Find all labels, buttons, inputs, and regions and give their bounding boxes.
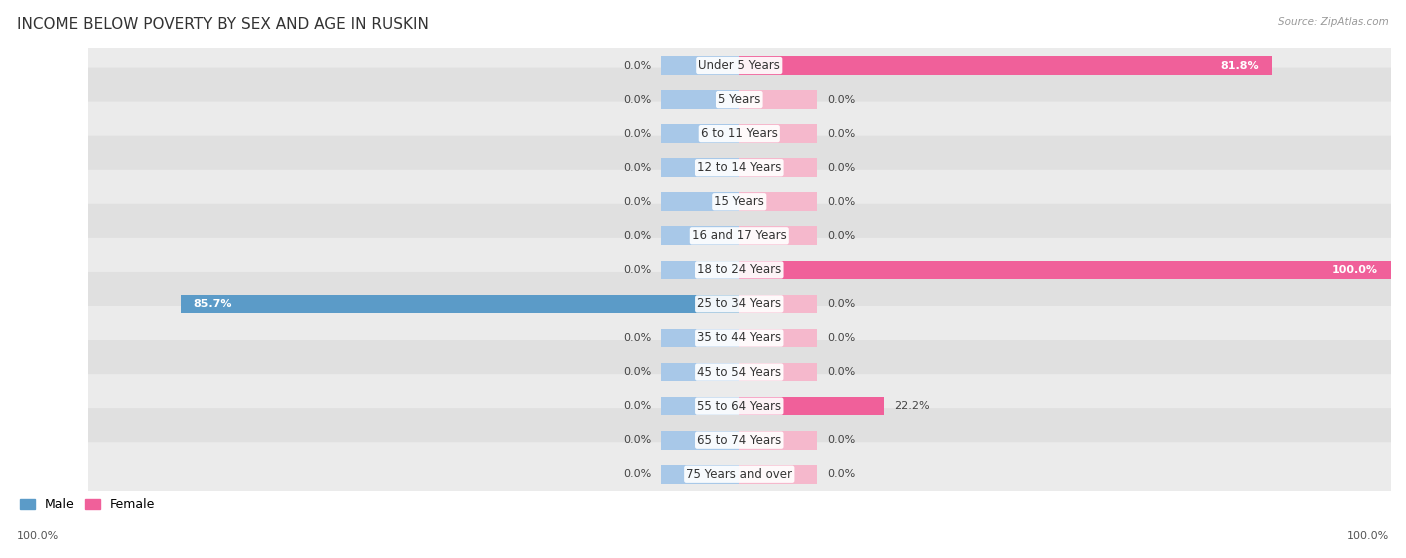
- FancyBboxPatch shape: [84, 204, 1395, 268]
- Bar: [740, 56, 1272, 75]
- FancyBboxPatch shape: [84, 442, 1395, 506]
- FancyBboxPatch shape: [84, 306, 1395, 370]
- Text: 15 Years: 15 Years: [714, 195, 765, 208]
- Bar: [661, 158, 740, 177]
- FancyBboxPatch shape: [84, 340, 1395, 404]
- Text: 100.0%: 100.0%: [17, 531, 59, 541]
- Text: 55 to 64 Years: 55 to 64 Years: [697, 400, 782, 412]
- Bar: [661, 56, 740, 75]
- Text: 0.0%: 0.0%: [827, 469, 855, 479]
- Text: 0.0%: 0.0%: [623, 265, 651, 275]
- Bar: [740, 295, 817, 313]
- Bar: [661, 227, 740, 245]
- Bar: [661, 90, 740, 109]
- Bar: [661, 193, 740, 211]
- FancyBboxPatch shape: [84, 374, 1395, 438]
- Bar: [740, 261, 1391, 279]
- Text: 0.0%: 0.0%: [623, 129, 651, 138]
- Bar: [661, 465, 740, 484]
- Bar: [740, 227, 817, 245]
- Text: 16 and 17 Years: 16 and 17 Years: [692, 229, 786, 242]
- Text: 25 to 34 Years: 25 to 34 Years: [697, 297, 782, 310]
- Bar: [181, 295, 740, 313]
- Bar: [661, 431, 740, 450]
- Text: 0.0%: 0.0%: [623, 469, 651, 479]
- Text: 0.0%: 0.0%: [623, 333, 651, 343]
- Bar: [181, 295, 740, 313]
- Text: 0.0%: 0.0%: [623, 367, 651, 377]
- Text: 6 to 11 Years: 6 to 11 Years: [700, 127, 778, 140]
- Bar: [661, 124, 740, 143]
- Text: 0.0%: 0.0%: [827, 163, 855, 172]
- Text: 0.0%: 0.0%: [623, 197, 651, 207]
- Bar: [661, 397, 740, 416]
- Text: 65 to 74 Years: 65 to 74 Years: [697, 434, 782, 447]
- Text: 5 Years: 5 Years: [718, 93, 761, 106]
- Bar: [740, 363, 817, 382]
- Text: INCOME BELOW POVERTY BY SEX AND AGE IN RUSKIN: INCOME BELOW POVERTY BY SEX AND AGE IN R…: [17, 17, 429, 32]
- Legend: Male, Female: Male, Female: [15, 493, 160, 516]
- Text: 0.0%: 0.0%: [623, 401, 651, 411]
- Text: 100.0%: 100.0%: [1347, 531, 1389, 541]
- FancyBboxPatch shape: [84, 68, 1395, 132]
- Text: 81.8%: 81.8%: [1220, 60, 1260, 70]
- Text: 0.0%: 0.0%: [623, 163, 651, 172]
- Bar: [740, 158, 817, 177]
- Text: 0.0%: 0.0%: [827, 197, 855, 207]
- Text: 35 to 44 Years: 35 to 44 Years: [697, 331, 782, 344]
- Text: 0.0%: 0.0%: [827, 435, 855, 445]
- FancyBboxPatch shape: [84, 408, 1395, 472]
- FancyBboxPatch shape: [84, 238, 1395, 302]
- FancyBboxPatch shape: [84, 102, 1395, 166]
- FancyBboxPatch shape: [84, 136, 1395, 200]
- Bar: [740, 431, 817, 450]
- Text: 0.0%: 0.0%: [623, 231, 651, 241]
- FancyBboxPatch shape: [84, 33, 1395, 98]
- Bar: [740, 124, 817, 143]
- Text: Source: ZipAtlas.com: Source: ZipAtlas.com: [1278, 17, 1389, 27]
- Bar: [661, 261, 740, 279]
- Text: 0.0%: 0.0%: [623, 60, 651, 70]
- Text: 85.7%: 85.7%: [194, 299, 232, 309]
- Text: 0.0%: 0.0%: [827, 129, 855, 138]
- Bar: [740, 56, 1272, 75]
- Text: 0.0%: 0.0%: [827, 299, 855, 309]
- Bar: [740, 90, 817, 109]
- FancyBboxPatch shape: [84, 170, 1395, 234]
- Bar: [740, 397, 884, 416]
- Bar: [740, 261, 1391, 279]
- FancyBboxPatch shape: [84, 272, 1395, 336]
- Text: 0.0%: 0.0%: [827, 231, 855, 241]
- Text: 12 to 14 Years: 12 to 14 Years: [697, 161, 782, 174]
- Bar: [661, 363, 740, 382]
- Text: 22.2%: 22.2%: [894, 401, 929, 411]
- Text: 75 Years and over: 75 Years and over: [686, 468, 793, 481]
- Text: 0.0%: 0.0%: [827, 367, 855, 377]
- Bar: [740, 397, 884, 416]
- Bar: [740, 193, 817, 211]
- Text: 0.0%: 0.0%: [623, 435, 651, 445]
- Text: 0.0%: 0.0%: [623, 94, 651, 104]
- Text: 0.0%: 0.0%: [827, 94, 855, 104]
- Text: 100.0%: 100.0%: [1331, 265, 1378, 275]
- Text: 18 to 24 Years: 18 to 24 Years: [697, 263, 782, 276]
- Bar: [661, 329, 740, 348]
- Text: 0.0%: 0.0%: [827, 333, 855, 343]
- Text: 45 to 54 Years: 45 to 54 Years: [697, 365, 782, 378]
- Bar: [740, 329, 817, 348]
- Text: Under 5 Years: Under 5 Years: [699, 59, 780, 72]
- Bar: [740, 465, 817, 484]
